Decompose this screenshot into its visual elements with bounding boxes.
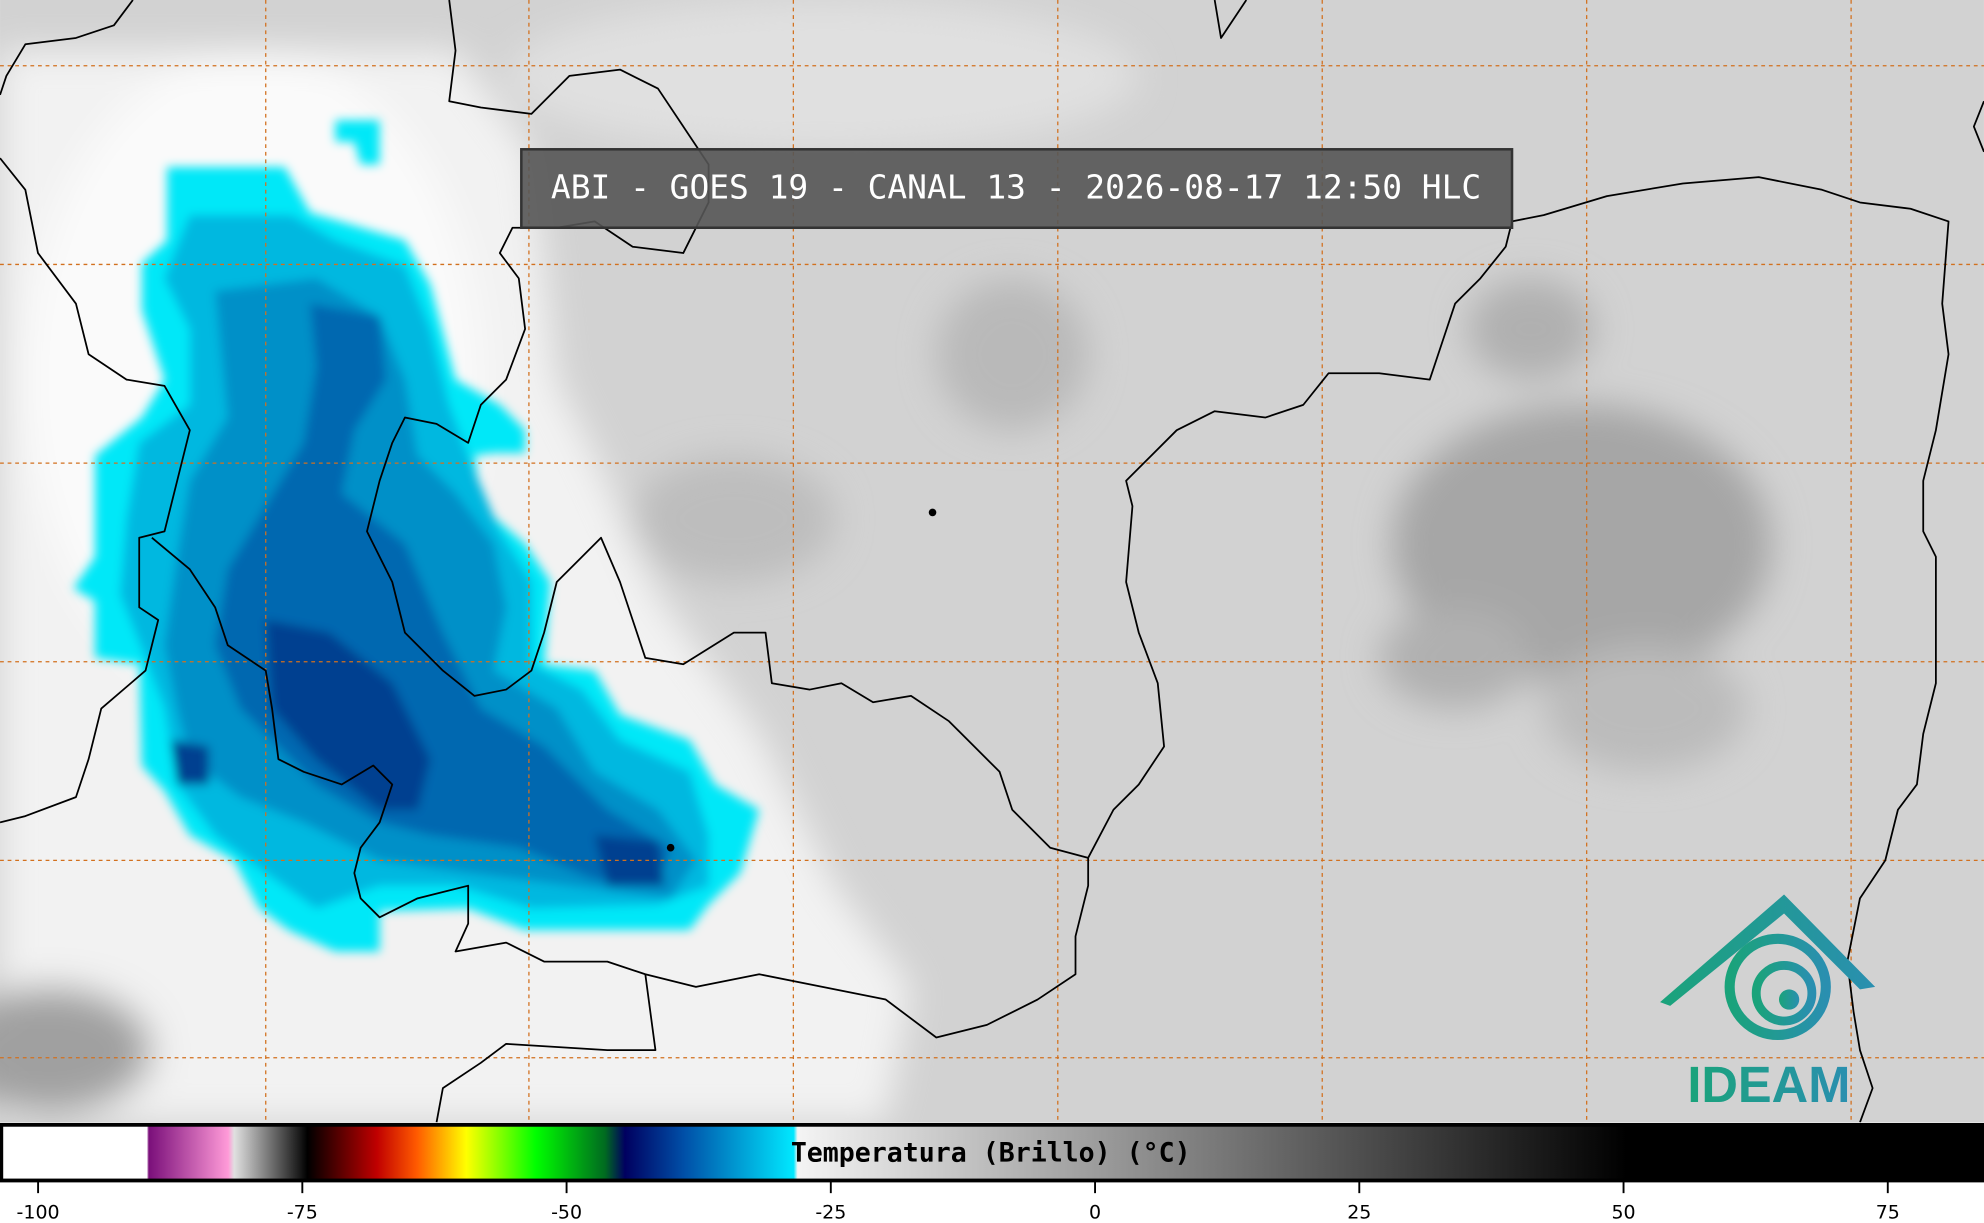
tick-label: -75 bbox=[287, 1201, 318, 1223]
tick-label: -25 bbox=[815, 1201, 846, 1223]
cold-cloud bbox=[73, 120, 760, 952]
title: ABI - GOES 19 - CANAL 13 - 2026-08-17 12… bbox=[551, 168, 1481, 207]
city-marker bbox=[928, 508, 937, 517]
tick-label: -100 bbox=[17, 1201, 60, 1223]
logo: IDEAM bbox=[1660, 894, 1876, 1113]
colorbar-label: Temperatura (Brillo) (°C) bbox=[791, 1137, 1191, 1168]
tick-label: 0 bbox=[1089, 1201, 1101, 1223]
colorbar: Temperatura (Brillo) (°C) -100 -75 -50 -25 0… bbox=[0, 1122, 1984, 1223]
logo-text: IDEAM bbox=[1687, 1056, 1850, 1113]
tick-label: 25 bbox=[1347, 1201, 1371, 1223]
tick-label: -50 bbox=[551, 1201, 582, 1223]
title-box: ABI - GOES 19 - CANAL 13 - 2026-08-17 12… bbox=[520, 148, 1514, 230]
city-marker bbox=[666, 843, 675, 852]
tick-label: 50 bbox=[1611, 1201, 1635, 1223]
tick-label: 75 bbox=[1876, 1201, 1900, 1223]
